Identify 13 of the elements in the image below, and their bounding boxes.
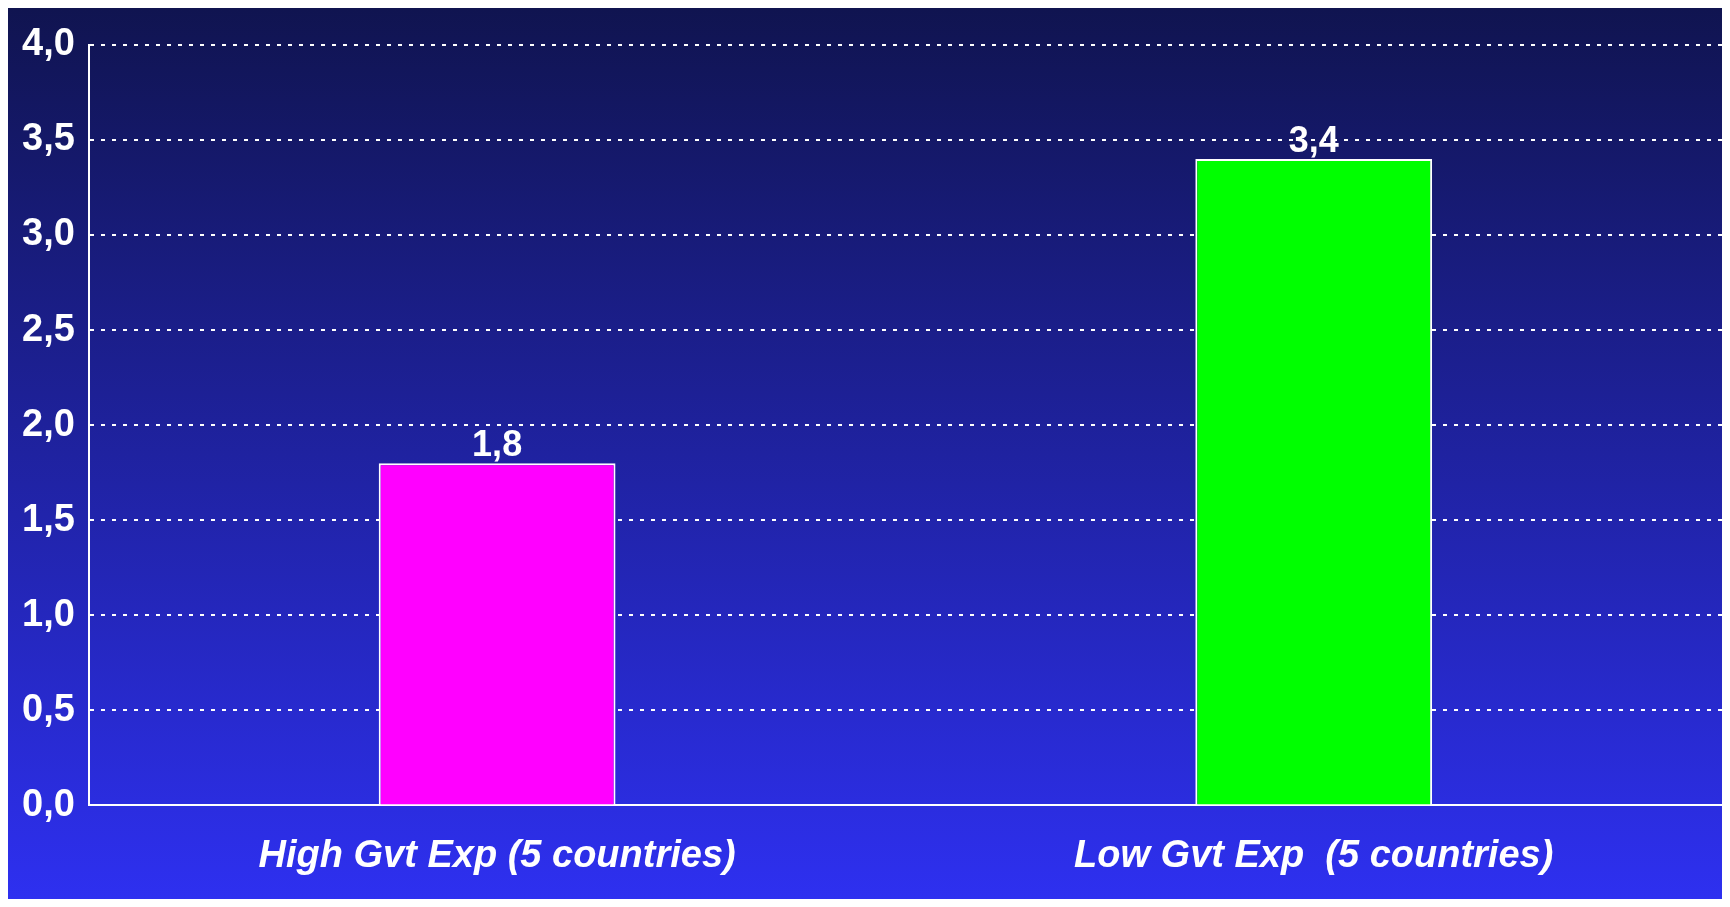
y-tick-label: 3,5 (22, 116, 75, 159)
y-tick-label: 3,0 (22, 211, 75, 254)
data-label: 3,4 (1288, 118, 1339, 160)
y-tick-label: 1,0 (22, 591, 75, 634)
y-tick-label: 2,5 (22, 306, 75, 349)
x-tick-label: High Gvt Exp (5 countries) (258, 832, 736, 875)
y-tick-label: 1,5 (22, 496, 75, 539)
x-tick-label: Low Gvt Exp (5 countries) (1074, 832, 1554, 875)
y-tick-label: 4,0 (22, 21, 75, 64)
y-tick-label: 0,5 (22, 686, 75, 729)
y-tick-label: 0,0 (22, 781, 75, 824)
y-tick-label: 2,0 (22, 401, 75, 444)
data-label: 1,8 (472, 423, 523, 465)
